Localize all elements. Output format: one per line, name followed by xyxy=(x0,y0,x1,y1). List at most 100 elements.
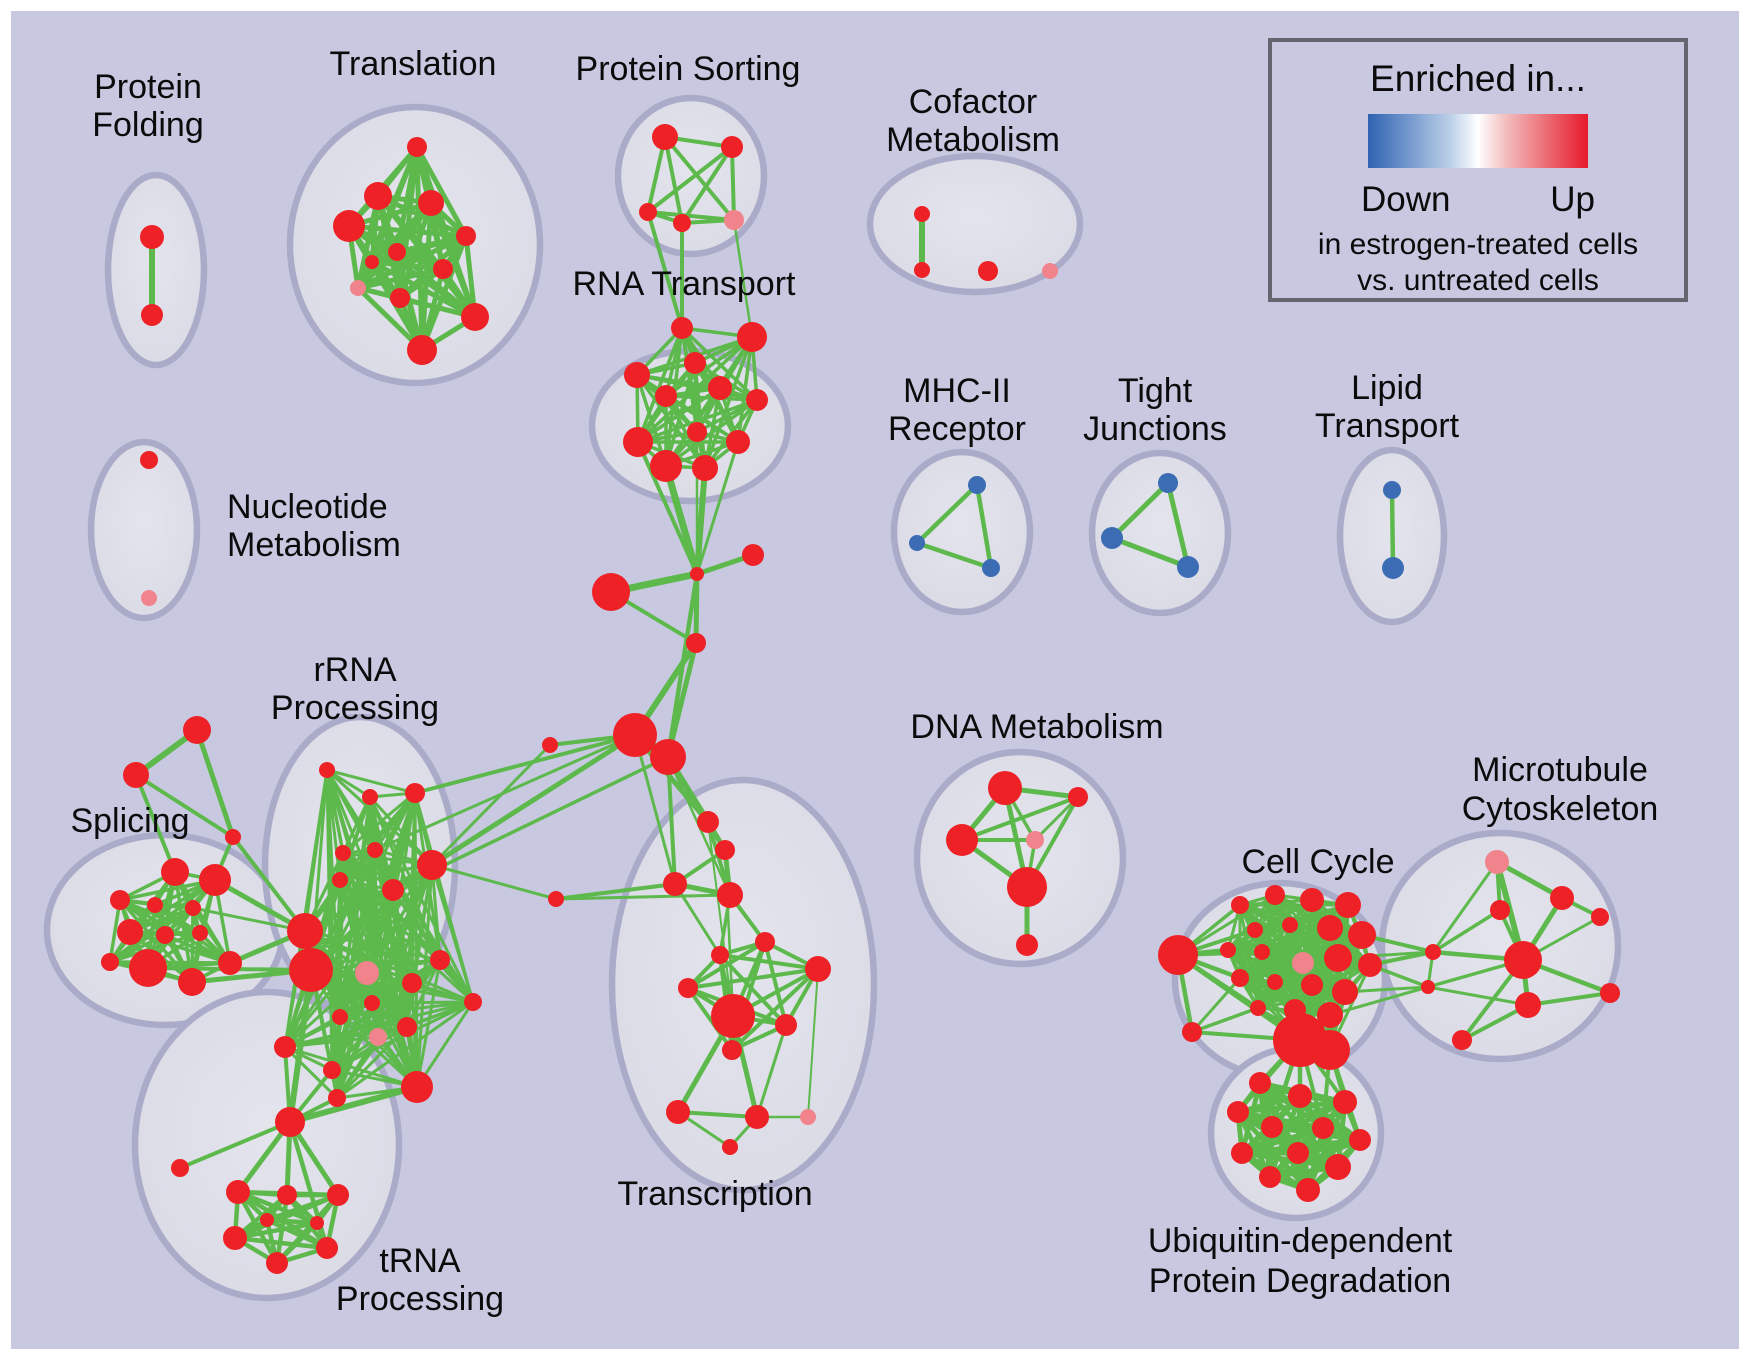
node-ub12 xyxy=(1296,1178,1320,1202)
node-ex3 xyxy=(742,544,764,566)
network-edge xyxy=(646,210,736,222)
network-edge xyxy=(232,1235,330,1251)
network-edge xyxy=(1226,926,1332,952)
legend-up-label: Up xyxy=(1550,180,1595,219)
network-edge xyxy=(1109,480,1171,541)
network-edge xyxy=(974,482,994,571)
node-sp7 xyxy=(156,926,174,944)
node-ps3 xyxy=(639,203,657,221)
node-sp9 xyxy=(129,949,167,987)
node-ub9 xyxy=(1287,1142,1309,1164)
legend-box: Enriched in... Down Up in estrogen-treat… xyxy=(1268,38,1688,302)
node-t1 xyxy=(407,137,427,157)
node-dm6 xyxy=(1016,934,1038,956)
network-edge xyxy=(676,1110,759,1119)
node-ub2 xyxy=(1288,1084,1312,1108)
network-edge xyxy=(283,971,369,1049)
legend-down-label: Down xyxy=(1361,180,1451,219)
node-mt9 xyxy=(1515,992,1541,1018)
network-edge xyxy=(1033,795,1080,842)
cluster-label-cell-cycle: Cell Cycle xyxy=(1241,843,1394,881)
network-edge xyxy=(665,571,700,760)
node-ub4 xyxy=(1227,1101,1249,1123)
node-mh2 xyxy=(909,535,925,551)
network-edge xyxy=(707,821,734,1017)
network-edge xyxy=(633,733,677,886)
node-cc1 xyxy=(1231,896,1249,914)
network-edge xyxy=(1431,908,1502,954)
network-edge xyxy=(1343,985,1430,994)
network-edge xyxy=(341,791,417,855)
node-rr9 xyxy=(382,879,404,901)
cluster-label-protein-folding: Folding xyxy=(92,106,204,144)
node-dm1 xyxy=(988,771,1022,805)
network-edge xyxy=(914,540,994,571)
node-rr1 xyxy=(319,762,335,778)
network-edge xyxy=(264,1217,330,1251)
network-edge xyxy=(694,465,708,577)
node-rt5 xyxy=(708,376,732,400)
node-lt2 xyxy=(1382,557,1404,579)
network-edge xyxy=(636,326,684,444)
node-rr5 xyxy=(367,842,383,858)
cluster-label-transcription: Transcription xyxy=(617,1175,812,1213)
network-edge xyxy=(394,249,478,320)
node-tx3 xyxy=(663,872,687,896)
network-edge xyxy=(1239,1125,1326,1156)
node-tj1 xyxy=(1158,473,1178,493)
network-edge xyxy=(338,1015,419,1089)
network-edge xyxy=(960,795,1080,842)
network-edge xyxy=(335,1001,374,1100)
network-edge xyxy=(673,882,722,957)
network-edge xyxy=(554,893,732,901)
node-tx11 xyxy=(722,1040,742,1060)
network-edge xyxy=(413,733,637,795)
node-mt7 xyxy=(1421,980,1435,994)
cluster-label-rrna-processing: Processing xyxy=(271,689,439,727)
node-rt9 xyxy=(687,422,707,442)
node-rr13 xyxy=(402,973,422,993)
node-mt2 xyxy=(1550,886,1574,910)
network-edge xyxy=(430,863,558,901)
network-edge xyxy=(646,210,684,330)
network-edge xyxy=(283,1045,339,1100)
node-rt3 xyxy=(624,362,650,388)
network-edge xyxy=(807,968,819,1118)
node-t10 xyxy=(461,303,489,331)
network-edge xyxy=(1190,1006,1260,1034)
node-cc17 xyxy=(1332,979,1358,1005)
node-ccS xyxy=(1182,1022,1202,1042)
node-tx14 xyxy=(800,1109,816,1125)
node-tx10 xyxy=(775,1014,797,1036)
node-mt4 xyxy=(1425,944,1441,960)
node-tx4 xyxy=(717,882,743,908)
node-sp6 xyxy=(117,919,143,945)
network-edge xyxy=(108,898,122,964)
node-sp4 xyxy=(147,897,163,913)
cluster-label-ubiquitin-degradation: Ubiquitin-dependent xyxy=(1148,1222,1453,1260)
network-edge xyxy=(338,1000,475,1019)
network-edge xyxy=(429,732,638,868)
network-edge xyxy=(330,1001,374,1072)
node-mt1 xyxy=(1485,850,1509,874)
network-edge xyxy=(1389,487,1396,571)
network-edge xyxy=(554,882,677,901)
node-tx7 xyxy=(805,956,831,982)
node-rr20 xyxy=(274,1036,296,1058)
network-edge xyxy=(264,1217,320,1226)
cluster-shape-transcription xyxy=(608,776,878,1194)
node-sp5 xyxy=(185,900,201,916)
node-ps2 xyxy=(721,136,743,158)
network-edge xyxy=(664,398,759,468)
cluster-label-microtubule-cytoskeleton: Cytoskeleton xyxy=(1462,790,1659,828)
cluster-label-protein-sorting: Protein Sorting xyxy=(576,50,801,88)
node-cm3 xyxy=(978,261,998,281)
cluster-label-nucleotide-metabolism: Nucleotide xyxy=(227,488,388,526)
network-edge xyxy=(287,967,314,1125)
network-edge xyxy=(703,335,754,470)
network-edge xyxy=(346,223,469,239)
network-edge xyxy=(730,145,736,222)
cluster-label-translation: Translation xyxy=(330,45,497,83)
network-edge xyxy=(335,1000,475,1100)
node-rt7 xyxy=(655,385,677,407)
